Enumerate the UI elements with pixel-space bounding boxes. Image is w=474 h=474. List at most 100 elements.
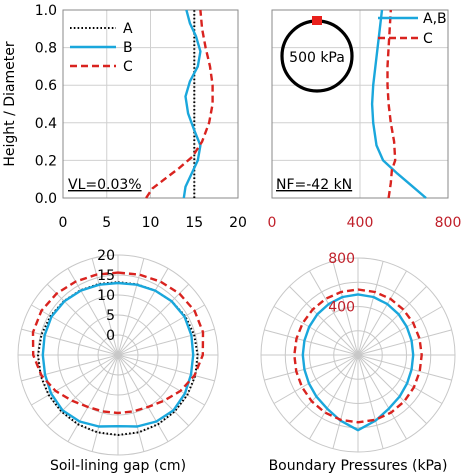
polar-spoke [117, 354, 190, 427]
series-line-B [182, 9, 202, 199]
pressure-profile-panel: 0 400 800 NF=-42 kN 500 kPa A,B C [268, 9, 462, 231]
pressure-profile-legend: A,B C [378, 11, 447, 47]
polar-spoke [117, 354, 215, 382]
lining-ring-inset: 500 kPa [280, 16, 354, 93]
series-line-C [386, 9, 397, 199]
polar-spoke [309, 354, 359, 440]
y-tick-label: 1.0 [35, 3, 57, 19]
polar-spoke [357, 354, 427, 424]
gap-profile-series [145, 9, 214, 199]
polar-spoke [309, 270, 359, 356]
radial-tick-label: 400 [328, 300, 355, 316]
polar-spoke [91, 354, 119, 452]
polar-spoke [117, 354, 169, 442]
polar-spoke [46, 354, 119, 427]
pressure-profile-gridlines [272, 10, 448, 198]
polar-spoke [117, 354, 205, 406]
polar-spoke [21, 354, 119, 382]
gap-polar-radial-tick-labels: 0 5 10 15 20 [97, 248, 115, 344]
pressure-profile-annotation: NF=-42 kN [276, 177, 352, 193]
polar-spoke [357, 354, 384, 449]
legend-label-C: C [123, 59, 133, 75]
gap-profile-frame [62, 9, 239, 199]
y-tick-label: 0.4 [35, 116, 57, 132]
gap-profile-x-tick-labels: 0 5 10 15 20 [59, 215, 247, 231]
gap-polar-series [31, 271, 205, 436]
x-tick-label: 0 [268, 215, 277, 231]
x-tick-label: 15 [185, 215, 203, 231]
radial-tick-label: 0 [106, 328, 115, 344]
x-tick-label: 400 [347, 215, 374, 231]
polar-spoke [357, 354, 452, 381]
pressure-polar-x-axis-label: Boundary Pressures (kPa) [269, 458, 448, 474]
polar-spoke [357, 286, 427, 356]
gap-profile-legend: A B C [70, 21, 133, 75]
polar-series-C [31, 271, 205, 415]
polar-spoke [273, 354, 359, 404]
x-tick-label: 10 [142, 215, 160, 231]
polar-spoke [117, 304, 205, 356]
polar-spoke [264, 354, 359, 381]
polar-spoke [357, 354, 443, 404]
gap-profile-panel: 0.0 0.2 0.4 0.6 0.8 1.0 0 5 10 15 20 Height / Dia… [2, 3, 247, 231]
radial-tick-label: 10 [97, 288, 115, 304]
gap-profile-y-axis-label: Height / Diameter [2, 41, 18, 166]
gap-polar-grid [17, 254, 219, 456]
pressure-polar-panel: 400 800 Boundary Pressures (kPa) [260, 251, 456, 474]
polar-spoke [357, 306, 443, 356]
x-tick-label: 800 [435, 215, 462, 231]
polar-spoke [332, 261, 359, 356]
pressure-polar-series [293, 288, 423, 432]
polar-spoke [357, 354, 407, 440]
pressure-profile-series [370, 9, 427, 199]
polar-spoke [46, 283, 119, 356]
radial-tick-label: 20 [97, 248, 115, 264]
polar-series-C [293, 288, 423, 424]
polar-spoke [117, 258, 145, 356]
pressure-marker-icon [312, 16, 322, 25]
inset-pressure-label: 500 kPa [289, 50, 345, 66]
pressure-polar-radial-tick-labels: 400 800 [328, 251, 355, 316]
x-tick-label: 5 [102, 215, 111, 231]
polar-spoke [357, 270, 407, 356]
x-tick-label: 20 [229, 215, 247, 231]
pressure-profile-frame [271, 9, 449, 199]
pressure-polar-grid [260, 257, 456, 453]
series-line-C [145, 9, 214, 199]
polar-spoke [117, 283, 190, 356]
radial-tick-label: 5 [106, 308, 115, 324]
polar-spoke [117, 328, 215, 356]
legend-label-B: B [123, 40, 133, 56]
y-tick-label: 0.6 [35, 78, 57, 94]
gap-polar-panel: 0 5 10 15 20 Soil-lining gap (cm) [17, 248, 219, 474]
polar-series-B [41, 281, 195, 428]
y-tick-label: 0.2 [35, 153, 57, 169]
polar-spoke [332, 354, 359, 449]
gap-polar-x-axis-label: Soil-lining gap (cm) [50, 458, 186, 474]
polar-spoke [21, 328, 119, 356]
polar-spoke [117, 354, 145, 452]
polar-spoke [289, 354, 359, 424]
polar-spoke [117, 268, 169, 356]
polar-spoke [31, 354, 119, 406]
y-tick-label: 0.0 [35, 191, 57, 207]
polar-spoke [67, 268, 119, 356]
legend-label-AB: A,B [423, 11, 447, 27]
legend-label-A: A [123, 21, 133, 37]
gap-profile-annotation: VL=0.03% [68, 177, 142, 193]
polar-spoke [357, 261, 384, 356]
gap-profile-y-tick-labels: 0.0 0.2 0.4 0.6 0.8 1.0 [35, 3, 57, 207]
pressure-profile-x-tick-labels: 0 400 800 [268, 215, 462, 231]
legend-label-C2: C [423, 31, 433, 47]
polar-spoke [289, 286, 359, 356]
gap-profile-gridlines [63, 10, 238, 198]
polar-spoke [67, 354, 119, 442]
polar-spoke [264, 329, 359, 356]
series-line-B [370, 9, 427, 199]
polar-spoke [273, 306, 359, 356]
polar-spoke [31, 304, 119, 356]
radial-tick-label: 15 [97, 268, 115, 284]
radial-tick-label: 800 [328, 251, 355, 267]
polar-spoke [357, 329, 452, 356]
